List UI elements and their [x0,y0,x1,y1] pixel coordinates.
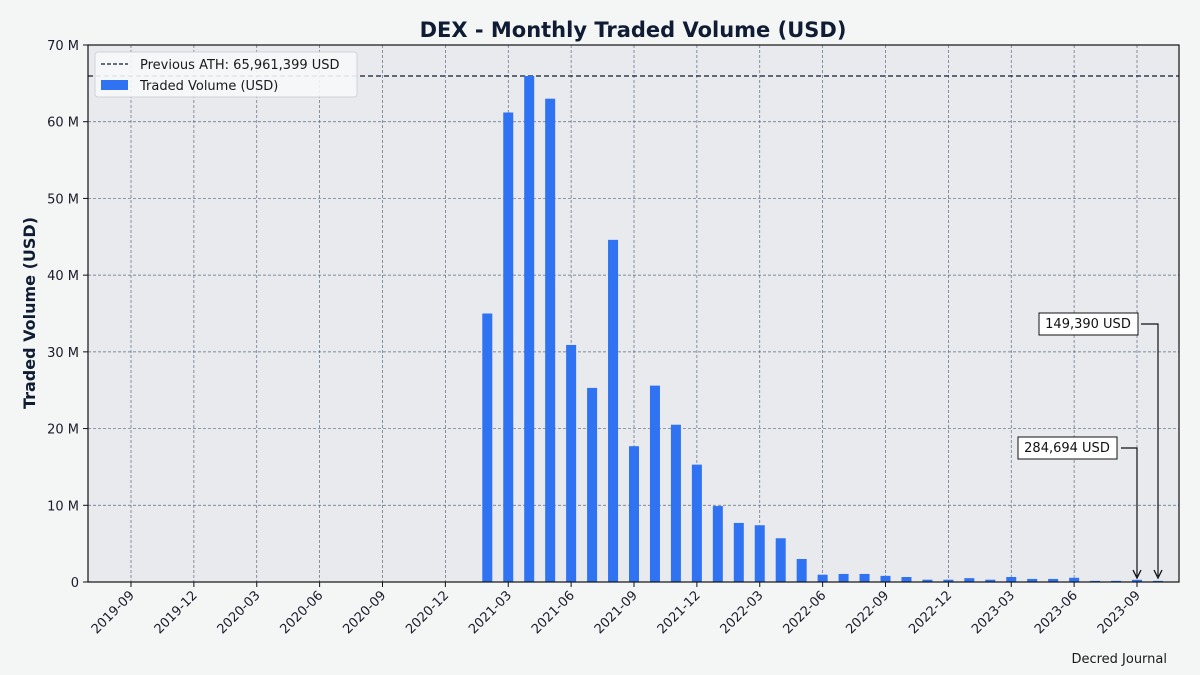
annotation-text: 149,390 USD [1045,317,1131,332]
y-axis: 0 10 M 20 M 30 M 40 M 50 M 60 M 70 M [47,39,88,591]
annotation-2023-10: 149,390 USD [1038,312,1163,580]
bar-2021-10 [649,385,660,582]
legend-ath-label: Previous ATH: 65,961,399 USD [140,58,340,73]
annotation-box [1017,436,1118,460]
bar-2021-11 [670,424,681,582]
x-axis: 2019-09 2019-12 2020-03 2020-06 2020-09 2020-… [89,582,1144,637]
y-tick-label: 60 M [47,116,79,131]
bar-2022-06 [817,574,828,582]
x-tick-label: 2019-09 [89,588,138,637]
x-tick-label: 2022-03 [718,588,767,637]
x-tick-label: 2020-12 [403,588,452,637]
x-tick-label: 2023-06 [1032,588,1081,637]
legend-bar-swatch-icon [101,80,128,90]
x-tick-label: 2020-09 [340,588,389,637]
bar-2022-05 [796,558,807,582]
x-tick-label: 2022-12 [906,588,955,637]
bar-2021-02 [482,313,493,582]
annotation-2023-09: 284,694 USD [1017,436,1142,580]
bar-2021-08 [608,239,619,582]
annotation-box [1038,312,1139,336]
bar-2022-08 [859,573,870,582]
x-tick-label: 2021-12 [655,588,704,637]
bar-2021-04 [524,75,535,582]
bar-2021-05 [545,98,556,582]
annotation-arrow-icon [1121,447,1138,576]
y-tick-label: 10 M [47,499,79,514]
bar-2021-06 [566,344,577,582]
bar-2021-12 [691,464,702,582]
bar-2023-05 [1048,578,1059,582]
x-tick-label: 2021-03 [466,588,515,637]
y-tick-label: 30 M [47,346,79,361]
chart-title: DEX - Monthly Traded Volume (USD) [420,18,847,42]
x-tick-label: 2021-06 [529,588,578,637]
bar-2022-09 [880,575,891,582]
y-tick-label: 20 M [47,423,79,438]
annotation-arrow-icon [1141,323,1159,576]
y-tick-label: 70 M [47,39,79,54]
bar-2022-01 [712,506,723,582]
legend-box [94,51,358,98]
bar-2022-10 [901,577,912,582]
bar-2022-11 [922,579,933,582]
bar-2023-02 [985,579,996,582]
bar-2023-09 [1132,579,1142,582]
x-tick-label: 2020-06 [277,588,326,637]
legend-volume-label: Traded Volume (USD) [139,79,278,94]
x-tick-label: 2021-09 [592,588,641,637]
x-tick-label: 2019-12 [152,588,201,637]
arrow-head-icon [1132,569,1142,580]
bar-2021-09 [629,446,639,582]
bar-2023-06 [1069,577,1080,582]
y-axis-label: Traded Volume (USD) [20,217,39,409]
bar-2023-03 [1006,577,1017,582]
y-tick-label: 40 M [47,269,79,284]
bar-2022-12 [943,579,954,582]
legend: Previous ATH: 65,961,399 USD Traded Volu… [94,51,358,98]
x-tick-label: 2022-06 [780,588,829,637]
bar-2022-04 [775,538,786,582]
x-tick-label: 2022-09 [843,588,892,637]
arrow-head-icon [1153,569,1163,580]
bar-2023-01 [964,578,975,582]
bar-2022-02 [733,522,744,582]
x-tick-label: 2023-09 [1095,588,1144,637]
x-tick-label: 2023-03 [969,588,1018,637]
bar-2022-03 [754,525,765,582]
y-tick-label: 50 M [47,192,79,207]
bar-2022-07 [838,573,849,582]
x-tick-label: 2020-03 [215,588,264,637]
annotation-text: 284,694 USD [1024,441,1110,456]
bar-2021-03 [503,112,514,582]
credit-text: Decred Journal [1071,652,1167,667]
bar-2023-04 [1027,578,1038,582]
y-tick-label: 0 [71,576,79,591]
bar-2021-07 [587,387,598,582]
